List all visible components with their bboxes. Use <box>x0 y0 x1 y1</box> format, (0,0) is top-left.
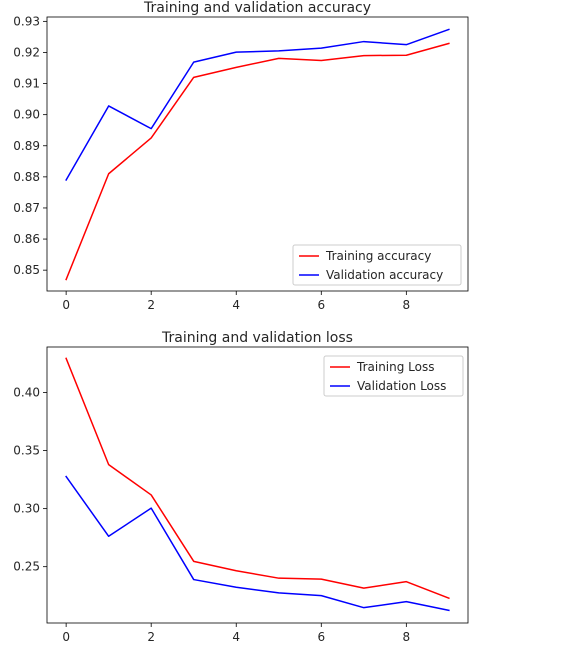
loss-y-tick-label: 0.25 <box>13 560 40 574</box>
loss-x-tick-label: 4 <box>232 630 240 644</box>
accuracy-y-tick-label: 0.88 <box>13 170 40 184</box>
accuracy-y-tick-label: 0.87 <box>13 201 40 215</box>
accuracy-y-tick-label: 0.85 <box>13 263 40 277</box>
accuracy-chart: Training and validation accuracy 0 2 4 6 8 0.8… <box>13 0 469 312</box>
accuracy-y-tick-label: 0.93 <box>13 14 40 28</box>
loss-x-tick-label: 8 <box>403 630 411 644</box>
accuracy-series-line-training <box>65 42 450 281</box>
accuracy-y-tick-label: 0.86 <box>13 232 40 246</box>
accuracy-legend: Training accuracy Validation accuracy <box>292 244 462 286</box>
loss-legend-label-training: Training Loss <box>356 360 434 374</box>
accuracy-y-tick-label: 0.91 <box>13 77 40 91</box>
loss-x-tick-label: 0 <box>62 630 70 644</box>
loss-y-tick-label: 0.40 <box>13 386 40 400</box>
loss-chart-title: Training and validation loss <box>161 330 353 346</box>
loss-x-tick-label: 6 <box>317 630 325 644</box>
accuracy-x-tick-label: 6 <box>317 298 325 312</box>
loss-y-tick-label: 0.35 <box>13 444 40 458</box>
loss-series-line-training <box>65 357 450 600</box>
accuracy-chart-title: Training and validation accuracy <box>143 0 371 16</box>
accuracy-y-tick-label: 0.89 <box>13 139 40 153</box>
accuracy-x-tick-label: 0 <box>62 298 70 312</box>
loss-y-tick-label: 0.30 <box>13 502 40 516</box>
loss-legend-box <box>323 355 464 397</box>
loss-x-tick-label: 2 <box>147 630 155 644</box>
loss-legend-label-validation: Validation Loss <box>357 379 446 393</box>
accuracy-x-tick-label: 4 <box>232 298 240 312</box>
accuracy-x-tick-label: 8 <box>403 298 411 312</box>
accuracy-x-tick-label: 2 <box>147 298 155 312</box>
accuracy-y-tick-label: 0.90 <box>13 108 40 122</box>
loss-legend: Training Loss Validation Loss <box>323 355 464 397</box>
accuracy-axes-frame <box>46 16 469 292</box>
accuracy-legend-label-validation: Validation accuracy <box>326 268 443 282</box>
loss-series-line-validation <box>65 475 450 612</box>
accuracy-y-tick-label: 0.92 <box>13 45 40 59</box>
accuracy-series-line-validation <box>65 28 450 181</box>
accuracy-legend-label-training: Training accuracy <box>325 249 431 263</box>
accuracy-legend-box <box>292 244 462 286</box>
loss-axes-frame <box>46 346 469 624</box>
loss-chart: Training and validation loss 0 2 4 6 8 0.25 0.3… <box>13 330 469 644</box>
